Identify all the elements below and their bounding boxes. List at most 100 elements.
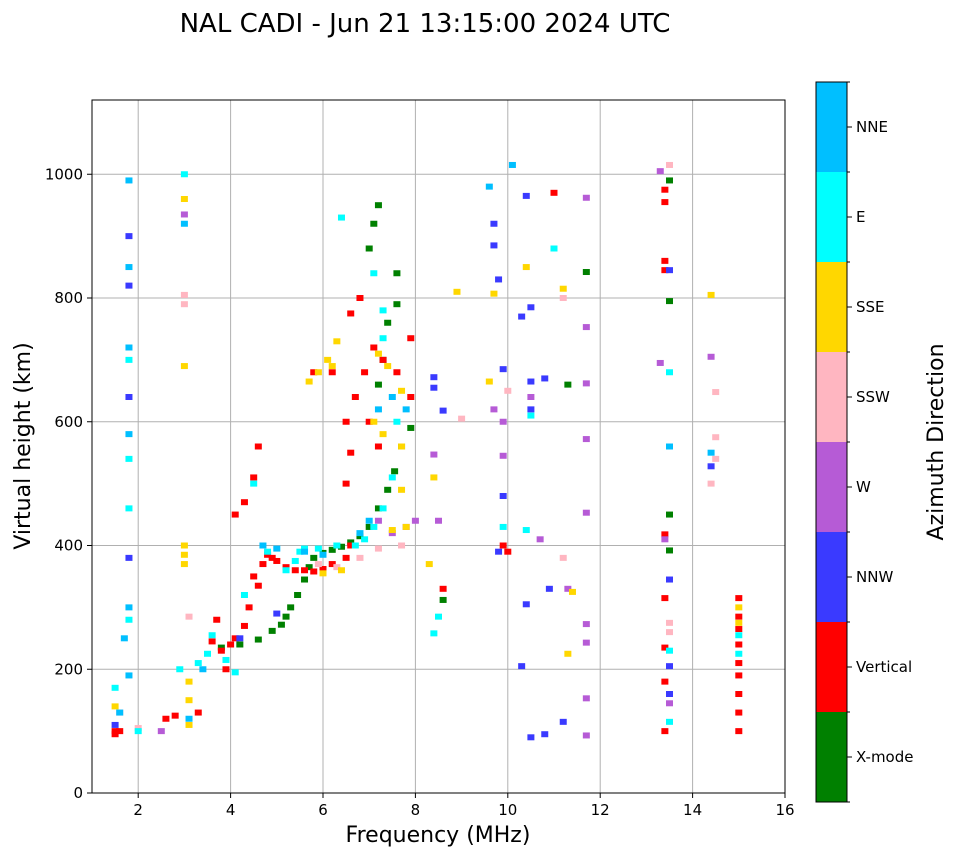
data-point bbox=[254, 582, 262, 589]
data-point bbox=[495, 548, 503, 555]
data-point bbox=[180, 171, 188, 178]
data-point bbox=[582, 269, 590, 276]
series-sse bbox=[111, 196, 743, 728]
data-point bbox=[707, 463, 715, 470]
data-point bbox=[351, 394, 359, 400]
data-point bbox=[305, 378, 313, 385]
data-point bbox=[347, 542, 355, 549]
data-point bbox=[374, 443, 382, 450]
x-tick-label: 4 bbox=[226, 801, 236, 819]
data-point bbox=[707, 480, 715, 487]
data-point bbox=[125, 431, 133, 438]
data-point bbox=[504, 387, 512, 394]
data-point bbox=[666, 443, 673, 450]
data-point bbox=[356, 295, 364, 301]
data-point bbox=[264, 548, 272, 555]
data-point bbox=[370, 344, 378, 351]
data-point bbox=[227, 641, 235, 648]
data-point bbox=[735, 728, 743, 735]
data-point bbox=[111, 703, 119, 710]
data-point bbox=[393, 369, 401, 376]
data-point bbox=[356, 533, 364, 540]
data-point bbox=[185, 721, 193, 728]
data-point bbox=[199, 666, 207, 673]
data-point bbox=[435, 517, 442, 524]
data-point bbox=[559, 295, 567, 301]
data-point bbox=[430, 630, 438, 637]
data-point bbox=[328, 561, 336, 568]
data-point bbox=[407, 335, 415, 342]
data-point bbox=[499, 366, 507, 373]
y-tick-label: 400 bbox=[54, 537, 83, 555]
y-tick-label: 800 bbox=[54, 289, 83, 307]
colorbar-segment bbox=[816, 172, 847, 262]
data-point bbox=[157, 728, 165, 735]
data-point bbox=[268, 627, 276, 634]
data-point bbox=[194, 709, 202, 716]
data-point bbox=[430, 451, 438, 458]
colorbar-segment bbox=[816, 622, 847, 712]
data-point bbox=[250, 573, 258, 580]
data-point bbox=[402, 406, 410, 413]
data-point bbox=[282, 564, 290, 571]
colorbar-segment bbox=[816, 532, 847, 622]
series-vertical bbox=[111, 186, 743, 738]
data-point bbox=[656, 359, 664, 366]
x-tick-label: 8 bbox=[411, 801, 421, 819]
colorbar-tick-label: Vertical bbox=[856, 658, 912, 676]
data-point bbox=[365, 245, 373, 252]
x-axis-ticks: 2 4 6 8 10 12 14 16 bbox=[133, 793, 795, 819]
data-point bbox=[185, 613, 193, 620]
data-point bbox=[240, 592, 248, 598]
data-point bbox=[564, 381, 572, 388]
data-point bbox=[661, 267, 669, 274]
data-point bbox=[282, 613, 290, 620]
data-point bbox=[180, 291, 188, 298]
data-point bbox=[259, 542, 267, 549]
data-point bbox=[347, 449, 355, 456]
data-point bbox=[518, 663, 526, 670]
data-point bbox=[259, 561, 267, 568]
x-tick-label: 12 bbox=[591, 801, 610, 819]
data-point bbox=[374, 545, 382, 552]
data-point bbox=[125, 616, 133, 623]
data-point bbox=[310, 568, 318, 575]
data-point bbox=[208, 638, 216, 645]
colorbar-tick-label: SSW bbox=[856, 388, 890, 406]
data-point bbox=[661, 595, 669, 602]
data-point bbox=[125, 356, 133, 363]
data-point bbox=[527, 406, 535, 413]
data-point bbox=[301, 567, 309, 574]
data-point bbox=[125, 233, 133, 240]
data-point bbox=[666, 298, 673, 305]
plot-frame bbox=[91, 99, 786, 794]
data-point bbox=[361, 536, 369, 543]
data-point bbox=[499, 452, 507, 459]
data-point bbox=[314, 545, 322, 552]
series-e bbox=[111, 171, 743, 735]
data-point bbox=[204, 650, 211, 657]
data-point bbox=[125, 344, 133, 351]
data-point bbox=[545, 585, 553, 592]
data-point bbox=[398, 387, 406, 394]
colorbar-tick-label: NNE bbox=[856, 118, 888, 136]
data-point bbox=[356, 530, 364, 537]
data-point bbox=[508, 161, 516, 168]
data-point bbox=[661, 678, 669, 685]
data-point bbox=[582, 621, 590, 628]
data-point bbox=[388, 474, 396, 481]
data-point bbox=[273, 545, 281, 552]
data-point bbox=[499, 418, 507, 425]
data-point bbox=[268, 554, 276, 561]
data-point bbox=[111, 728, 119, 735]
y-tick-label: 200 bbox=[54, 660, 83, 678]
data-point bbox=[490, 220, 498, 227]
data-point bbox=[407, 394, 415, 400]
x-tick-label: 14 bbox=[683, 801, 702, 819]
data-point bbox=[398, 542, 406, 549]
data-point bbox=[522, 527, 530, 534]
data-point bbox=[735, 626, 743, 633]
data-point bbox=[518, 313, 526, 320]
data-point bbox=[351, 542, 359, 549]
data-point bbox=[356, 554, 364, 561]
